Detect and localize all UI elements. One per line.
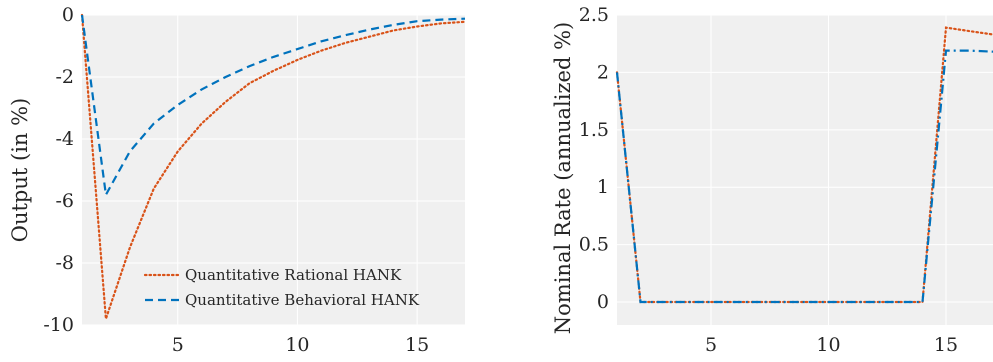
x-tick-label: 15 [934,334,958,356]
y-tick-label: -10 [43,314,74,336]
y-tick-label: -2 [55,66,74,88]
legend: Quantitative Rational HANK Quantitative … [143,266,420,309]
legend-rational-label: Quantitative Rational HANK [185,266,402,284]
nominal-rate-ylabel: Nominal Rate (annualized %) [551,22,575,334]
y-tick-label: 2.5 [579,4,609,26]
output-tick-labels: 5 10 15 0 -2 -4 -6 -8 -10 [43,4,429,356]
y-tick-label: -8 [55,252,74,274]
x-tick-label: 10 [285,334,309,356]
x-tick-label: 5 [172,334,184,356]
output-plot-area [82,15,465,325]
y-tick-label: 0 [62,4,74,26]
x-tick-label: 10 [816,334,840,356]
nominal-rate-series-lines [615,26,993,304]
x-tick-label: 5 [705,334,717,356]
y-tick-label: 0.5 [579,234,609,256]
series-line-rational [80,13,467,320]
x-tick-label: 15 [405,334,429,356]
output-ylabel: Output (in %) [8,98,32,243]
output-panel: 5 10 15 0 -2 -4 -6 -8 -10 Output (in %) Quantita… [8,4,467,356]
y-tick-label: 0 [597,291,609,313]
legend-behavioral-label: Quantitative Behavioral HANK [185,291,420,309]
nominal-rate-plot-area [617,15,993,325]
series-line-behavioral [615,49,993,304]
y-tick-label: 1.5 [579,119,609,141]
series-line-behavioral [80,14,466,199]
y-tick-label: -4 [55,128,74,150]
nominal-rate-panel: 5 10 15 0 0.5 1 1.5 2 2.5 Nominal Rate (annualiz… [551,4,993,356]
output-grid [82,14,465,326]
y-tick-label: 2 [597,61,609,83]
nominal-rate-tick-labels: 5 10 15 0 0.5 1 1.5 2 2.5 [579,4,958,356]
y-tick-label: 1 [597,176,609,198]
output-series-lines [80,13,467,320]
y-tick-label: -6 [55,190,74,212]
